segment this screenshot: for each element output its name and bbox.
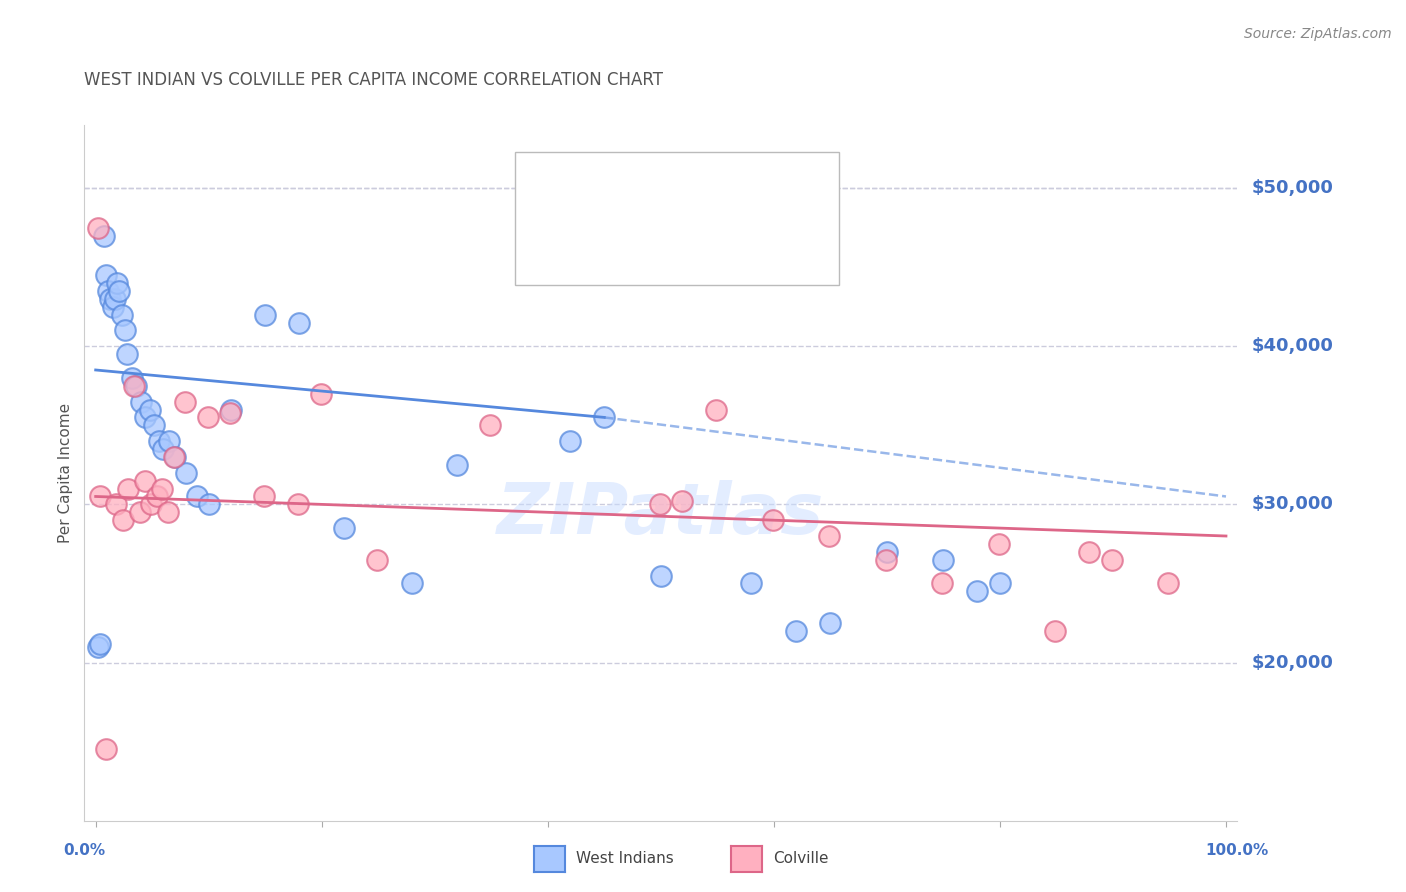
- Point: [105, 276, 128, 290]
- Point: [174, 394, 197, 409]
- Point: [593, 410, 616, 425]
- Point: [186, 490, 208, 504]
- Point: [94, 742, 117, 756]
- Point: [671, 494, 693, 508]
- Point: [157, 434, 180, 449]
- Point: [163, 450, 186, 464]
- Point: [1045, 624, 1067, 638]
- Point: [122, 379, 145, 393]
- Point: [134, 410, 156, 425]
- Point: [104, 292, 127, 306]
- Point: [988, 576, 1011, 591]
- Point: [288, 316, 311, 330]
- Point: [174, 466, 197, 480]
- Point: [987, 537, 1010, 551]
- Text: 0.0%: 0.0%: [63, 843, 105, 858]
- Text: $40,000: $40,000: [1251, 337, 1333, 355]
- Point: [253, 490, 276, 504]
- Point: [401, 576, 423, 591]
- Point: [287, 497, 309, 511]
- Point: [148, 434, 170, 449]
- Point: [875, 553, 897, 567]
- Point: [108, 284, 131, 298]
- Point: [221, 402, 243, 417]
- Point: [143, 418, 166, 433]
- Point: [1101, 553, 1123, 567]
- Text: Colville: Colville: [773, 852, 828, 866]
- Point: [111, 513, 134, 527]
- Point: [740, 576, 762, 591]
- Point: [128, 505, 150, 519]
- Point: [876, 545, 898, 559]
- Point: [125, 379, 148, 393]
- Text: WEST INDIAN VS COLVILLE PER CAPITA INCOME CORRELATION CHART: WEST INDIAN VS COLVILLE PER CAPITA INCOM…: [84, 71, 664, 89]
- Point: [219, 406, 242, 420]
- Point: [932, 553, 955, 567]
- Point: [446, 458, 468, 472]
- Point: [560, 434, 582, 449]
- Point: [134, 474, 156, 488]
- Point: [704, 402, 727, 417]
- Point: [254, 308, 277, 322]
- Text: R = -0.079    N = 42: R = -0.079 N = 42: [576, 182, 759, 200]
- Point: [94, 268, 117, 282]
- Y-axis label: Per Capita Income: Per Capita Income: [58, 402, 73, 543]
- Text: West Indians: West Indians: [576, 852, 675, 866]
- Point: [966, 584, 988, 599]
- Point: [129, 394, 152, 409]
- Point: [197, 497, 219, 511]
- Point: [139, 497, 162, 511]
- Point: [93, 228, 115, 243]
- Point: [1078, 545, 1101, 559]
- Point: [366, 553, 388, 567]
- Point: [931, 576, 953, 591]
- Point: [117, 482, 139, 496]
- Text: $30,000: $30,000: [1251, 495, 1333, 514]
- Point: [197, 410, 219, 425]
- Point: [145, 490, 167, 504]
- Point: [762, 513, 785, 527]
- Point: [139, 402, 162, 417]
- Point: [117, 347, 139, 361]
- Point: [650, 568, 672, 582]
- Point: [156, 505, 179, 519]
- Text: $50,000: $50,000: [1251, 179, 1333, 197]
- Point: [97, 284, 120, 298]
- Point: [87, 220, 110, 235]
- Point: [309, 386, 332, 401]
- Point: [152, 442, 174, 456]
- Point: [150, 482, 173, 496]
- Point: [1157, 576, 1180, 591]
- Point: [105, 497, 128, 511]
- Text: Source: ZipAtlas.com: Source: ZipAtlas.com: [1244, 27, 1392, 41]
- Point: [818, 529, 841, 543]
- Point: [89, 636, 111, 650]
- Point: [648, 497, 671, 511]
- Point: [101, 300, 124, 314]
- Point: [87, 640, 110, 654]
- Text: $20,000: $20,000: [1251, 654, 1333, 672]
- Point: [111, 308, 134, 322]
- Point: [333, 521, 356, 535]
- Point: [114, 323, 136, 337]
- Text: R = -0.087    N = 34: R = -0.087 N = 34: [576, 237, 759, 255]
- Text: 100.0%: 100.0%: [1206, 843, 1268, 858]
- Text: ZIPatlas: ZIPatlas: [498, 480, 824, 549]
- Point: [785, 624, 807, 638]
- Point: [121, 371, 143, 385]
- Point: [479, 418, 502, 433]
- Point: [89, 490, 111, 504]
- Point: [163, 450, 186, 464]
- Point: [820, 615, 842, 630]
- Point: [98, 292, 121, 306]
